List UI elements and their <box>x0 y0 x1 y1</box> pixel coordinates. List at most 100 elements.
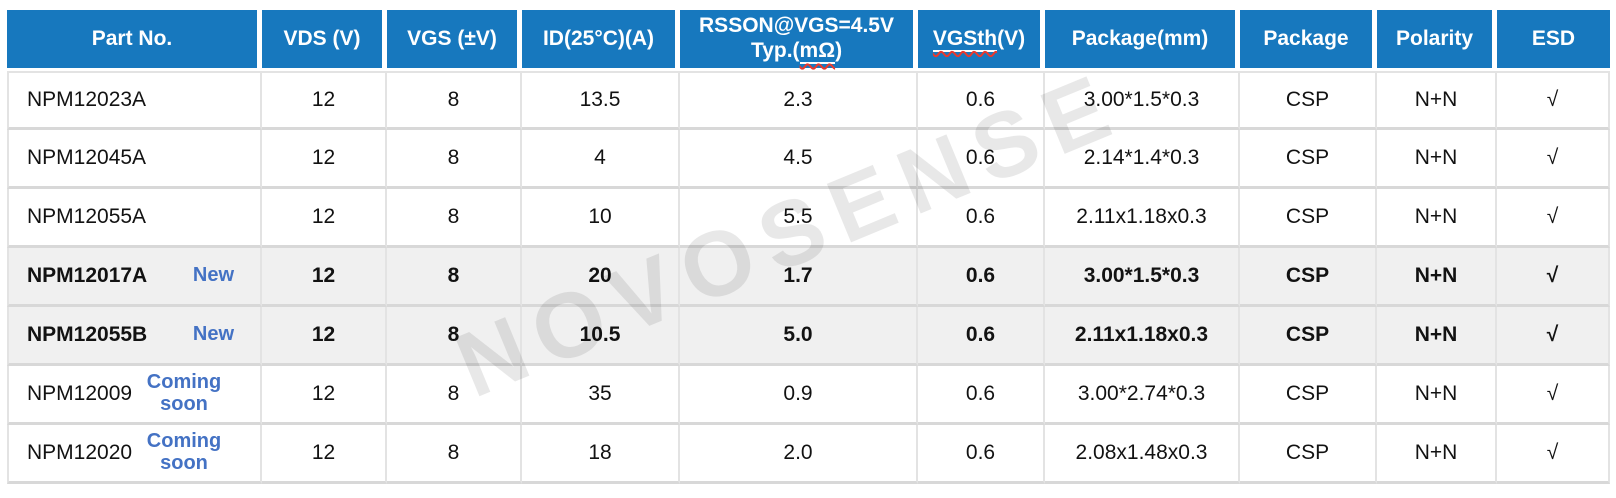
table-row: NPM12009 Coming soon 12 8 35 0.9 0.6 3.00*2.74*… <box>7 366 1610 425</box>
cell-value-pkg: CSP <box>1285 323 1330 346</box>
header-label-line2: Typ.(mΩ) <box>682 39 911 64</box>
cell-esd: √ <box>1497 307 1610 366</box>
cell-polarity: N+N <box>1377 366 1497 425</box>
cell-value-vgsth: 0.6 <box>965 323 996 346</box>
col-header-pkg_mm: Package(mm) <box>1045 10 1240 71</box>
cell-rsson: 2.0 <box>680 425 918 484</box>
cell-vds: 12 <box>262 307 387 366</box>
cell-value-polarity: N+N <box>1414 323 1458 346</box>
cell-pkg: CSP <box>1240 189 1377 248</box>
col-header-id: ID(25°C)(A) <box>522 10 680 71</box>
cell-polarity: N+N <box>1377 248 1497 307</box>
cell-polarity: N+N <box>1377 189 1497 248</box>
cell-esd: √ <box>1497 189 1610 248</box>
cell-value-esd: √ <box>1546 264 1559 287</box>
col-header-part: Part No. <box>7 10 262 71</box>
cell-value-vgsth: 0.6 <box>965 205 996 228</box>
header-label: Part No. <box>91 26 173 50</box>
cell-value-polarity: N+N <box>1414 146 1458 169</box>
cell-vgs: 8 <box>387 71 522 130</box>
header-label-prefix: Typ.( <box>750 39 800 62</box>
cell-vds: 12 <box>262 425 387 484</box>
product-selection-table: Part No. VDS (V) VGS (±V) ID(25°C)(A) RSSON@… <box>7 10 1610 484</box>
cell-value-pkg_mm: 2.11x1.18x0.3 <box>1076 205 1207 228</box>
table-row: NPM12020 Coming soon 12 8 18 2.0 0.6 2.08x1.48x… <box>7 425 1610 484</box>
cell-value-pkg_mm: 2.11x1.18x0.3 <box>1074 323 1209 346</box>
cell-vgsth: 0.6 <box>918 71 1045 130</box>
col-header-pkg: Package <box>1240 10 1377 71</box>
cell-value-esd: √ <box>1546 382 1559 405</box>
cell-value-pkg_mm: 2.08x1.48x0.3 <box>1075 441 1208 464</box>
cell-vgs: 8 <box>387 425 522 484</box>
cell-value-vgs: 8 <box>447 264 460 287</box>
cell-vgsth: 0.6 <box>918 189 1045 248</box>
col-header-polarity: Polarity <box>1377 10 1497 71</box>
cell-pkg: CSP <box>1240 71 1377 130</box>
availability-tag: Coming soon <box>146 371 222 415</box>
part-cell: NPM12009 Coming soon <box>9 372 260 415</box>
cell-polarity: N+N <box>1377 425 1497 484</box>
cell-value-pkg: CSP <box>1285 264 1330 287</box>
cell-value-id: 13.5 <box>579 88 621 111</box>
table-row: NPM12023A 12 8 13.5 2.3 0.6 3.00*1.5*0.3 CSP N+N… <box>7 71 1610 130</box>
part-cell: NPM12055B New <box>9 323 260 347</box>
header-label-suffix: (V) <box>997 26 1026 50</box>
part-number: NPM12020 <box>27 441 133 464</box>
cell-value-vgsth: 0.6 <box>965 88 996 111</box>
cell-vds: 12 <box>262 71 387 130</box>
cell-part: NPM12020 Coming soon <box>7 425 262 484</box>
part-number: NPM12009 <box>27 382 133 405</box>
part-number: NPM12055A <box>27 205 147 228</box>
cell-pkg_mm: 2.11x1.18x0.3 <box>1045 189 1240 248</box>
availability-tag: Coming soon <box>146 430 222 474</box>
cell-id: 20 <box>522 248 680 307</box>
cell-part: NPM12017A New <box>7 248 262 307</box>
cell-rsson: 5.0 <box>680 307 918 366</box>
cell-pkg: CSP <box>1240 248 1377 307</box>
part-number: NPM12055B <box>27 323 148 346</box>
header-label: VGS (±V) <box>407 26 497 50</box>
cell-polarity: N+N <box>1377 307 1497 366</box>
header-label: Package(mm) <box>1071 26 1209 50</box>
part-cell: NPM12055A <box>9 205 260 229</box>
col-header-rsson: RSSON@VGS=4.5V Typ.(mΩ) <box>680 10 918 71</box>
cell-vgsth: 0.6 <box>918 248 1045 307</box>
table-header-row: Part No. VDS (V) VGS (±V) ID(25°C)(A) RSSON@… <box>7 10 1610 71</box>
cell-part: NPM12055B New <box>7 307 262 366</box>
cell-value-vgs: 8 <box>447 146 460 169</box>
cell-value-rsson: 5.0 <box>783 323 813 346</box>
cell-value-esd: √ <box>1546 146 1559 169</box>
cell-part: NPM12023A <box>7 71 262 130</box>
cell-value-pkg_mm: 3.00*2.74*0.3 <box>1077 382 1206 405</box>
cell-value-vgsth: 0.6 <box>965 146 996 169</box>
cell-value-pkg: CSP <box>1285 88 1330 111</box>
header-label-suffix: ) <box>835 39 843 62</box>
header-label-line1: RSSON@VGS=4.5V <box>699 14 894 38</box>
col-header-vgsth: VGSth(V) <box>918 10 1045 71</box>
table-row: NPM12055A 12 8 10 5.5 0.6 2.11x1.18x0.3 CSP N+N √ <box>7 189 1610 248</box>
cell-value-id: 10 <box>588 205 612 228</box>
cell-vgs: 8 <box>387 130 522 189</box>
cell-value-vds: 12 <box>311 382 336 405</box>
cell-vgs: 8 <box>387 366 522 425</box>
cell-value-id: 10.5 <box>579 323 621 346</box>
cell-vgsth: 0.6 <box>918 130 1045 189</box>
cell-value-polarity: N+N <box>1414 264 1458 287</box>
col-header-vds: VDS (V) <box>262 10 387 71</box>
cell-vds: 12 <box>262 189 387 248</box>
part-cell: NPM12020 Coming soon <box>9 431 260 474</box>
cell-value-polarity: N+N <box>1414 441 1458 464</box>
col-header-esd: ESD <box>1497 10 1610 71</box>
cell-id: 35 <box>522 366 680 425</box>
cell-value-pkg: CSP <box>1285 146 1330 169</box>
cell-rsson: 5.5 <box>680 189 918 248</box>
cell-value-pkg: CSP <box>1285 441 1330 464</box>
part-number: NPM12045A <box>27 146 147 169</box>
table-body: NPM12023A 12 8 13.5 2.3 0.6 3.00*1.5*0.3 CSP N+N… <box>7 71 1610 484</box>
cell-value-rsson: 0.9 <box>783 382 813 405</box>
cell-rsson: 2.3 <box>680 71 918 130</box>
cell-value-pkg: CSP <box>1285 382 1330 405</box>
cell-pkg: CSP <box>1240 366 1377 425</box>
cell-id: 18 <box>522 425 680 484</box>
